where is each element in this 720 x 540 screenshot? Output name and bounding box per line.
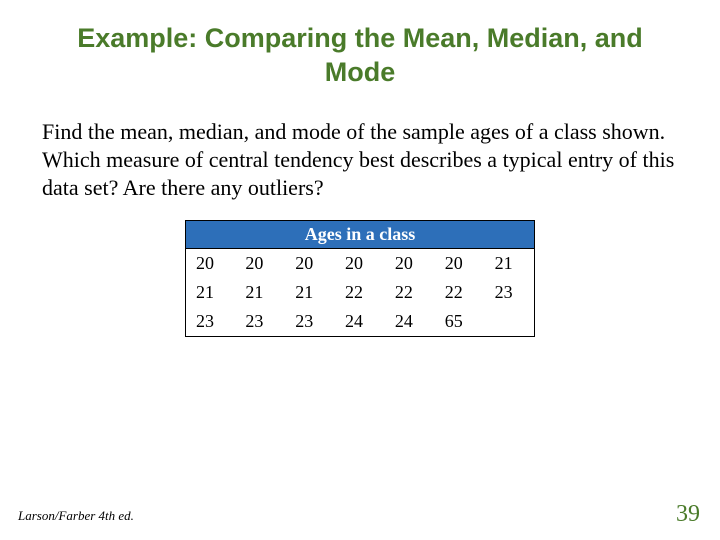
table-cell: 24 [335,307,385,337]
table-cell: 21 [285,278,335,307]
table-cell: 23 [186,307,236,337]
table-cell: 22 [335,278,385,307]
slide-title: Example: Comparing the Mean, Median, and… [0,0,720,100]
table-cell: 20 [435,248,485,278]
footer-attribution: Larson/Farber 4th ed. [18,508,134,524]
table-cell: 23 [485,278,535,307]
table-cell: 20 [335,248,385,278]
table-cell: 65 [435,307,485,337]
page-number: 39 [676,501,700,528]
table-row: 21 21 21 22 22 22 23 [186,278,535,307]
table-cell: 22 [435,278,485,307]
table-cell [485,307,535,337]
table-cell: 24 [385,307,435,337]
table-row: 23 23 23 24 24 65 [186,307,535,337]
table-cell: 23 [285,307,335,337]
table-cell: 21 [186,278,236,307]
table-cell: 20 [235,248,285,278]
table-header: Ages in a class [186,220,535,248]
table-cell: 22 [385,278,435,307]
table-row: 20 20 20 20 20 20 21 [186,248,535,278]
table-cell: 21 [485,248,535,278]
ages-table: Ages in a class 20 20 20 20 20 20 21 21 … [185,220,535,337]
body-paragraph: Find the mean, median, and mode of the s… [0,100,720,202]
table-cell: 21 [235,278,285,307]
table-cell: 23 [235,307,285,337]
table-cell: 20 [186,248,236,278]
table-cell: 20 [285,248,335,278]
table-cell: 20 [385,248,435,278]
data-table-container: Ages in a class 20 20 20 20 20 20 21 21 … [185,220,535,337]
